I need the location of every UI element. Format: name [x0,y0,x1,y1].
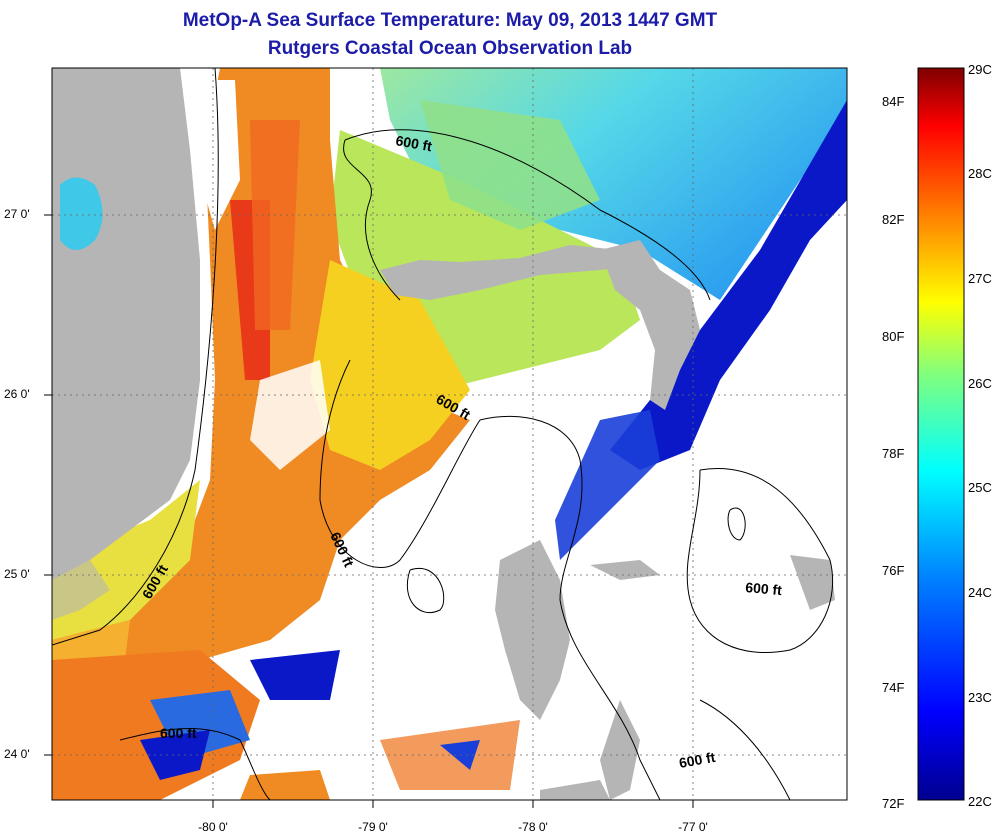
lat-label: 24 0' [4,747,30,761]
lon-label: -77 0' [678,820,708,834]
colorbar-c-label: 26C [968,376,992,391]
andros [495,540,570,720]
lon-label: -78 0' [518,820,548,834]
colorbar-c-label: 25C [968,480,992,495]
grand-bahama [380,245,640,300]
contour-label: 600 ft [160,725,197,741]
colorbar-f-label: 84F [882,94,905,109]
abaco [600,240,700,410]
lat-label: 25 0' [4,567,30,581]
lake-okeechobee [60,177,103,250]
colorbar-f-label: 82F [882,212,905,227]
colorbar-c-label: 23C [968,690,992,705]
contour-label: 600 ft [678,749,717,771]
lon-label: -79 0' [358,820,388,834]
graticule [52,68,847,800]
colorbar-c-label: 24C [968,585,992,600]
colorbar-f-label: 78F [882,446,905,461]
map-subtitle: Rutgers Coastal Ocean Observation Lab [267,38,633,59]
lat-label: 27 0' [4,207,30,221]
isobath-600ft [52,68,834,800]
colorbar-f-label: 74F [882,680,905,695]
colorbar-c-label: 27C [968,271,992,286]
colorbar [917,67,965,801]
map-title: MetOp-A Sea Surface Temperature: May 09,… [182,10,718,31]
colorbar-c-label: 29C [968,62,992,77]
map-frame [51,67,848,801]
contour-label: 600 ft [745,579,783,598]
colorbar-f-label: 80F [882,329,905,344]
contour-label: 600 ft [394,132,433,154]
colorbar-f-label: 76F [882,563,905,578]
lat-label: 26 0' [4,387,30,401]
eleuthera [600,700,640,800]
colorbar-c-label: 22C [968,794,992,809]
axis-ticks [44,214,694,808]
colorbar-f-label: 72F [882,796,905,811]
colorbar-c-label: 28C [968,166,992,181]
lon-label: -80 0' [198,820,228,834]
